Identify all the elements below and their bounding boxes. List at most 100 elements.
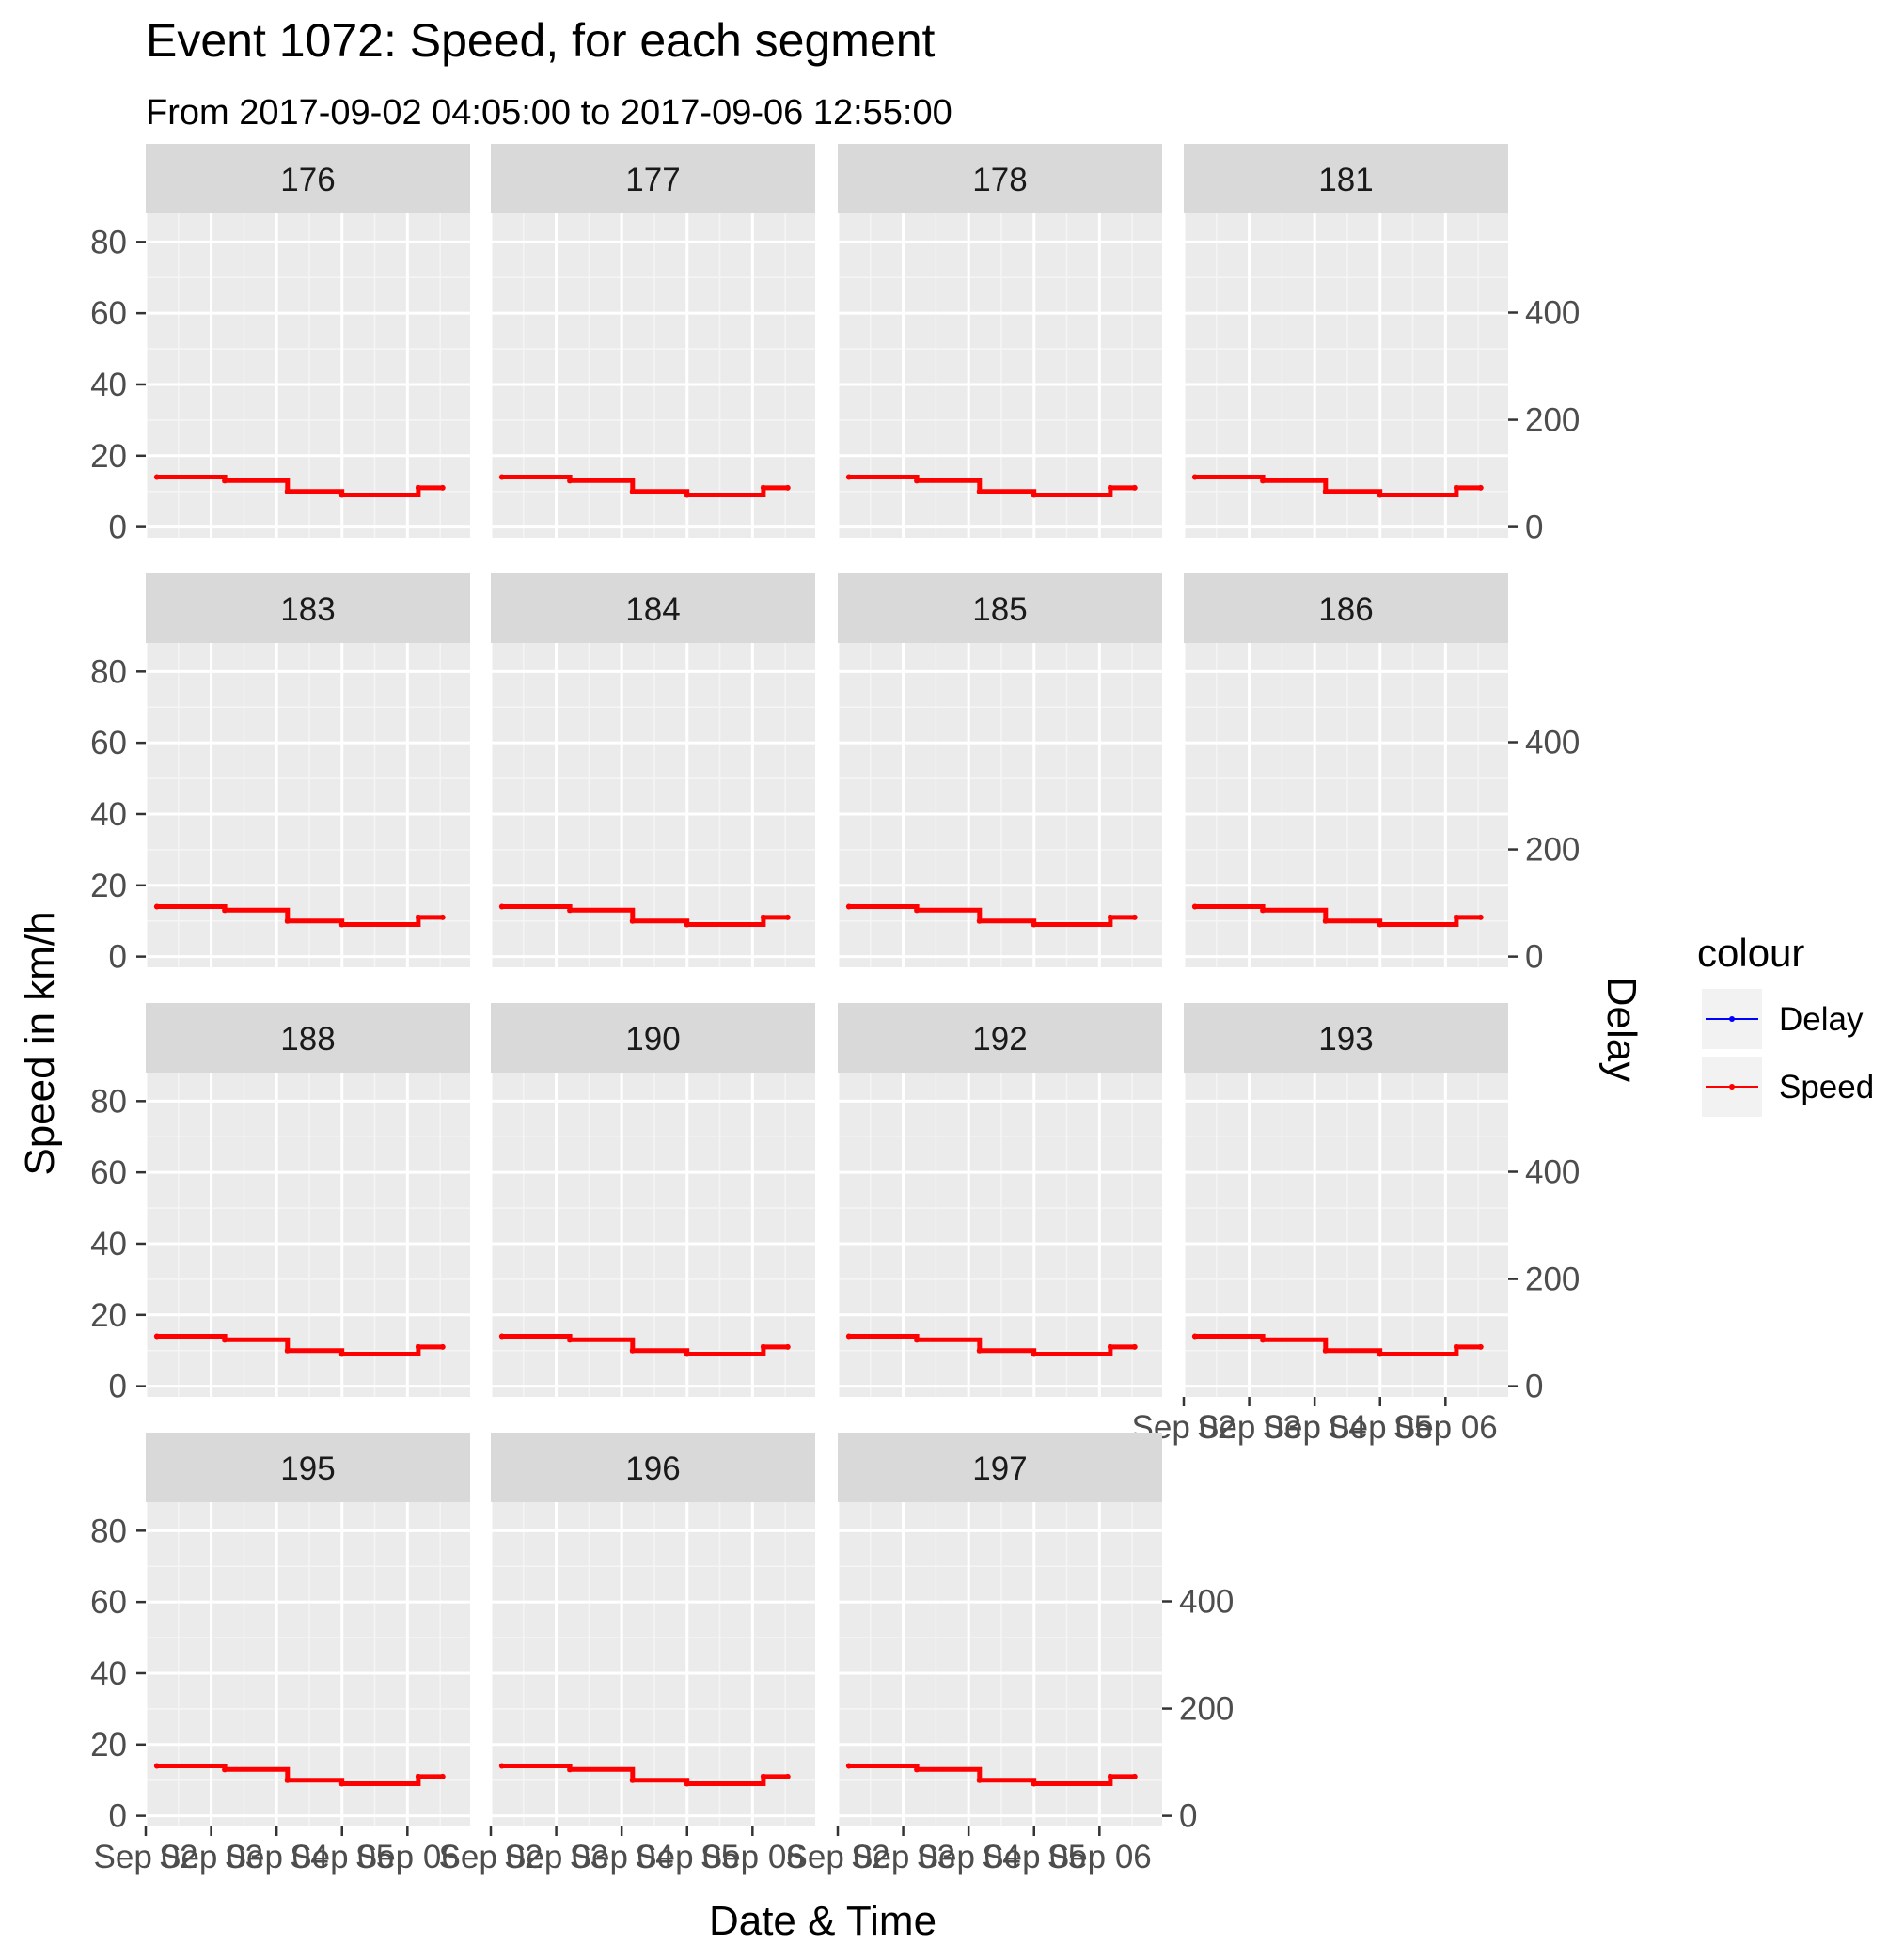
speed-point [629, 1347, 636, 1354]
x-tick-label: Sep 04 [1263, 1409, 1367, 1446]
x-tick-label: Sep 02 [94, 1839, 198, 1875]
speed-point [1477, 484, 1484, 491]
speed-point [845, 903, 852, 910]
y-right-tick-label: 400 [1525, 295, 1580, 332]
speed-point [415, 484, 421, 491]
speed-point [1477, 1343, 1484, 1350]
speed-point [1131, 1343, 1138, 1350]
speed-point [1453, 1343, 1459, 1350]
speed-point [338, 1780, 345, 1787]
speed-point [1453, 914, 1459, 920]
speed-point [567, 907, 574, 914]
y-tick-label: 20 [90, 1297, 127, 1334]
speed-point [153, 1763, 160, 1769]
speed-point [1031, 921, 1037, 928]
speed-point [684, 1351, 690, 1357]
speed-point [684, 492, 690, 498]
speed-point [1107, 1343, 1113, 1350]
speed-point [1322, 488, 1329, 494]
speed-point [976, 488, 983, 494]
y-tick-label: 20 [90, 1727, 127, 1764]
speed-point [439, 1773, 446, 1779]
speed-point [1131, 1773, 1138, 1779]
x-tick-label: Sep 02 [786, 1839, 890, 1875]
facet-strip-label: 196 [625, 1450, 680, 1487]
y-tick-label: 0 [109, 1798, 127, 1835]
y-tick-label: 60 [90, 1584, 127, 1621]
facet-strip [146, 144, 470, 213]
facet-panel-192: 192 [836, 1003, 1162, 1397]
speed-point [1191, 1333, 1198, 1340]
y-right-tick-label: 200 [1525, 402, 1580, 439]
speed-point [439, 914, 446, 920]
y-tick-label: 40 [90, 1655, 127, 1692]
speed-point [760, 484, 766, 491]
y-right-tick-label: 0 [1525, 510, 1543, 546]
speed-point [1322, 917, 1329, 924]
speed-point [1191, 903, 1198, 910]
facet-strip-label: 177 [625, 162, 680, 198]
panel-background [1184, 213, 1508, 538]
y-tick-label: 60 [90, 725, 127, 761]
speed-point [415, 1773, 421, 1779]
speed-point [684, 1780, 690, 1787]
x-tick-label: Sep 05 [290, 1839, 394, 1875]
speed-point [684, 921, 690, 928]
speed-point [567, 1337, 574, 1343]
y-tick-label: 0 [109, 510, 127, 546]
speed-point [1131, 484, 1138, 491]
speed-point [784, 484, 791, 491]
facet-strip [491, 144, 815, 213]
speed-point [1453, 484, 1459, 491]
panel-background [491, 1502, 815, 1826]
facet-panel-184: 184 [489, 573, 815, 967]
speed-point [914, 478, 921, 484]
speed-point [338, 1351, 345, 1357]
y-right-tick-label: 400 [1179, 1584, 1234, 1621]
speed-point [567, 1766, 574, 1773]
speed-point [784, 1773, 791, 1779]
speed-point [498, 903, 505, 910]
facet-strip [491, 573, 815, 643]
y-tick-label: 0 [109, 939, 127, 976]
speed-point [1131, 914, 1138, 920]
speed-point [415, 1343, 421, 1350]
chart-subtitle: From 2017-09-02 04:05:00 to 2017-09-06 1… [146, 93, 952, 133]
y-tick-label: 80 [90, 224, 127, 260]
panel-background [491, 213, 815, 538]
y-right-tick-label: 200 [1525, 1262, 1580, 1298]
panel-background [838, 1073, 1162, 1397]
facet-strip [1184, 1003, 1508, 1073]
speed-point [1107, 914, 1113, 920]
panel-background [1184, 643, 1508, 967]
y-tick-label: 80 [90, 1513, 127, 1549]
x-tick-label: Sep 04 [225, 1839, 329, 1875]
x-tick-label: Sep 03 [1197, 1409, 1301, 1446]
x-tick-label: Sep 06 [355, 1839, 460, 1875]
x-tick-label: Sep 06 [1047, 1839, 1152, 1875]
x-tick-label: Sep 04 [917, 1839, 1021, 1875]
y-right-tick-label: 200 [1179, 1691, 1234, 1728]
speed-point [222, 1766, 228, 1773]
y-right-tick-label: 0 [1525, 1369, 1543, 1405]
facet-strip [1184, 144, 1508, 213]
speed-point [1031, 1780, 1037, 1787]
legend-key-point [1729, 1084, 1735, 1090]
x-tick-label: Sep 06 [700, 1839, 805, 1875]
speed-point [1260, 1337, 1267, 1343]
speed-point [1260, 907, 1267, 914]
speed-point [1377, 492, 1383, 498]
facet-strip [491, 1433, 815, 1502]
facet-strip [146, 1003, 470, 1073]
speed-point [284, 1347, 291, 1354]
speed-point [222, 478, 228, 484]
speed-point [976, 917, 983, 924]
speed-point [1031, 492, 1037, 498]
panel-background [146, 1502, 470, 1826]
speed-point [284, 917, 291, 924]
y-tick-label: 60 [90, 295, 127, 332]
